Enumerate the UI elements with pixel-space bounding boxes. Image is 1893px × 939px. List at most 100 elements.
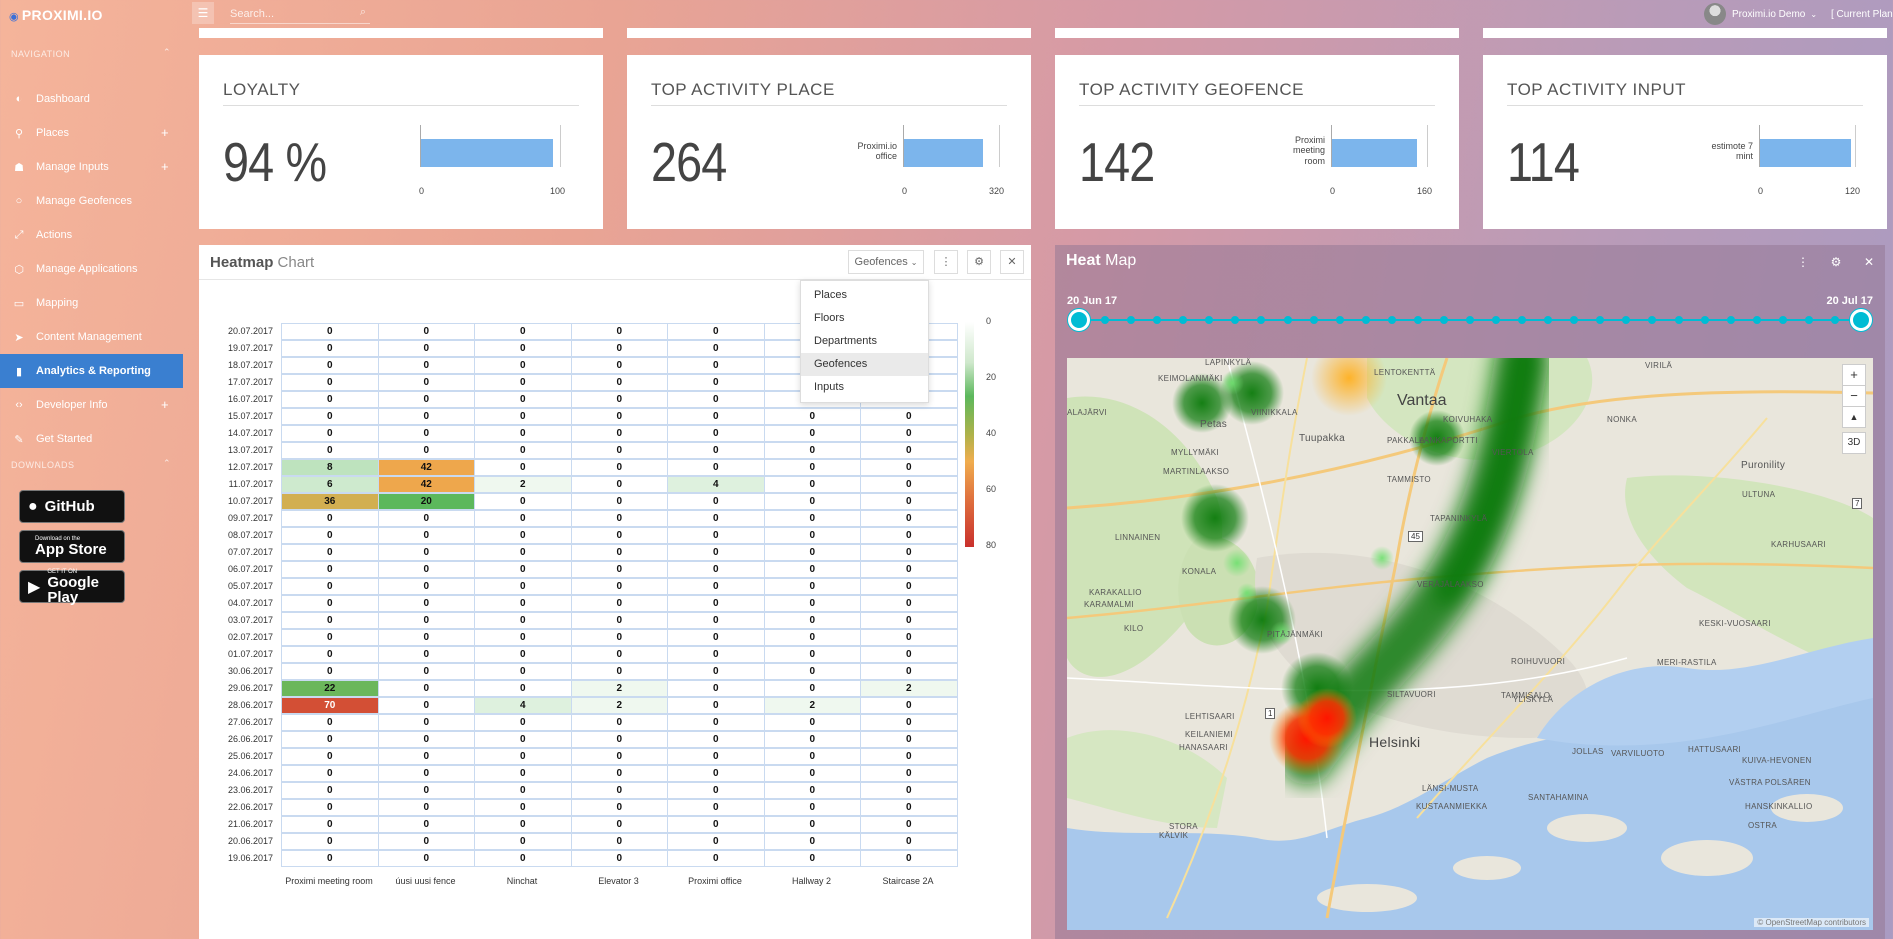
slider-step-dot[interactable] [1205,316,1214,324]
plus-icon[interactable]: + [161,397,169,412]
heatmap-cell: 0 [763,493,861,510]
slider-step-dot[interactable] [1179,316,1188,324]
slider-step-dot[interactable] [1596,316,1605,324]
map-place-label: HATTUSAARI [1688,745,1742,754]
slider-step-dot[interactable] [1309,316,1318,324]
plus-icon[interactable]: + [161,125,169,140]
sidebar-item-3[interactable]: ○ Manage Geofences [0,184,183,218]
gear-icon[interactable]: ⚙ [967,250,991,274]
more-options-icon[interactable]: ⋮ [934,250,958,274]
compass-icon[interactable]: ▲ [1842,406,1866,428]
sidebar-item-2[interactable]: ☗ Manage Inputs + [0,150,183,184]
sidebar-item-9[interactable]: ‹› Developer Info + [0,388,183,422]
heatmap-y-label: 16.07.2017 [227,394,273,404]
download-badge-github[interactable]: ● GitHub [19,490,125,523]
slider-step-dot[interactable] [1413,316,1422,324]
heatmap-cell: 0 [281,510,379,527]
map-place-label: KOIVUHAKA [1443,415,1493,424]
heatmap-cell: 0 [281,850,379,867]
plus-icon[interactable]: + [161,159,169,174]
heatmap-cell: 0 [570,323,668,340]
download-badge-app-store[interactable]: Download on the App Store [19,530,125,563]
sidebar-item-1[interactable]: ⚲ Places + [0,116,183,150]
date-slider-start-handle[interactable] [1068,309,1090,331]
heatmap-cell: 4 [474,697,572,714]
heatmap-cell: 42 [377,459,475,476]
slider-step-dot[interactable] [1804,316,1813,324]
slider-step-dot[interactable] [1570,316,1579,324]
gear-icon[interactable]: ⚙ [1830,255,1842,269]
slider-step-dot[interactable] [1439,316,1448,324]
map-place-label: MARTINLAAKSO [1163,467,1230,476]
search-input[interactable] [230,5,350,23]
dropdown-option-departments[interactable]: Departments [814,335,877,347]
slider-step-dot[interactable] [1361,316,1370,324]
search-icon[interactable]: ⌕ [359,6,366,18]
heatmap-cell: 0 [281,765,379,782]
sidebar-item-6[interactable]: ▭ Mapping [0,286,183,320]
dropdown-option-inputs[interactable]: Inputs [814,381,844,393]
heatmap-cell: 0 [570,731,668,748]
logo[interactable]: ◉ PROXIMI.IO [9,7,103,23]
downloads-collapse-caret-icon[interactable]: ⌃ [163,458,171,468]
slider-end-label: 20 Jul 17 [1826,295,1873,307]
heatmap-cell: 0 [860,799,958,816]
slider-step-dot[interactable] [1492,316,1501,324]
menu-toggle-button[interactable]: ☰ [192,2,214,24]
slider-step-dot[interactable] [1283,316,1292,324]
heatmap-cell: 0 [763,612,861,629]
heatmap-cell: 0 [860,578,958,595]
slider-step-dot[interactable] [1544,316,1553,324]
sidebar-item-7[interactable]: ➤ Content Management [0,320,183,354]
slider-step-dot[interactable] [1101,316,1110,324]
slider-step-dot[interactable] [1231,316,1240,324]
heatmap-cell: 0 [763,782,861,799]
dropdown-option-geofences[interactable]: Geofences [801,353,928,376]
heatmap-cell: 0 [281,748,379,765]
dropdown-option-floors[interactable]: Floors [814,312,845,324]
nav-collapse-caret-icon[interactable]: ⌃ [163,47,171,57]
slider-step-dot[interactable] [1257,316,1266,324]
dropdown-option-places[interactable]: Places [814,289,848,301]
slider-step-dot[interactable] [1387,316,1396,324]
slider-step-dot[interactable] [1778,316,1787,324]
heatmap-y-label: 15.07.2017 [227,411,273,421]
slider-step-dot[interactable] [1466,316,1474,324]
sidebar-item-0[interactable]: ◐ Dashboard [0,82,183,116]
map-place-label: HANSKINKALLIO [1745,802,1813,811]
slider-step-dot[interactable] [1622,316,1631,324]
slider-step-dot[interactable] [1127,316,1136,324]
slider-step-dot[interactable] [1752,316,1761,324]
current-plan-link[interactable]: [ Current Plan: [1831,9,1893,20]
heatmap-cell: 0 [763,527,861,544]
slider-step-dot[interactable] [1674,316,1683,324]
sidebar-item-label: Content Management [36,331,142,343]
slider-step-dot[interactable] [1830,316,1839,324]
slider-step-dot[interactable] [1153,316,1162,324]
more-options-icon[interactable]: ⋮ [1797,255,1809,269]
zoom-out-button[interactable]: − [1842,385,1866,407]
zoom-in-button[interactable]: + [1842,364,1866,386]
sidebar-item-10[interactable]: ✎ Get Started [0,422,183,456]
close-icon[interactable]: ✕ [1000,250,1024,274]
sidebar-item-5[interactable]: ⬡ Manage Applications [0,252,183,286]
heatmap-cell: 0 [570,782,668,799]
sidebar-item-4[interactable]: ⤢ Actions [0,218,183,252]
close-icon[interactable]: ✕ [1863,255,1875,269]
date-slider-end-handle[interactable] [1850,309,1872,331]
slider-step-dot[interactable] [1335,316,1344,324]
map-canvas[interactable]: LAPINKYLÄ LENTOKENTTÄ KEIMOLANMÄKI ALAJÄRVI… [1067,358,1873,930]
heatmap-cell: 0 [377,374,475,391]
source-dropdown-button[interactable]: Geofences ⌄ [848,250,924,274]
slider-step-dot[interactable] [1700,316,1709,324]
heatmap-cell: 20 [377,493,475,510]
slider-step-dot[interactable] [1518,316,1527,324]
heatmap-cell: 0 [570,340,668,357]
search-box: ⌕ [230,4,370,24]
slider-step-dot[interactable] [1726,316,1735,324]
3d-view-button[interactable]: 3D [1842,432,1866,454]
slider-step-dot[interactable] [1648,316,1657,324]
download-badge-google-play[interactable]: ▶ GET IT ON Google Play [19,569,125,605]
sidebar-item-8[interactable]: ▮ Analytics & Reporting [0,354,183,388]
user-menu[interactable]: Proximi.io Demo ⌄ [1704,3,1817,25]
